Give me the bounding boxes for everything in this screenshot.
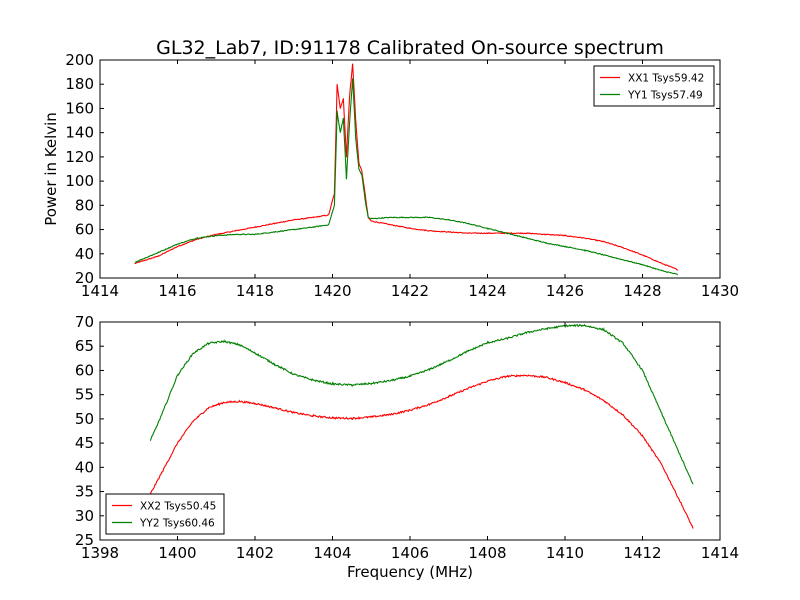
y-axis-label: Power in Kelvin — [42, 112, 60, 226]
x-tick-label: 1400 — [158, 544, 196, 562]
x-tick-label: 1422 — [391, 282, 429, 300]
x-tick-label: 1412 — [623, 544, 661, 562]
y-tick-label: 40 — [75, 245, 94, 263]
x-tick-label: 1404 — [313, 544, 351, 562]
legend-box — [593, 65, 715, 107]
y-tick-label: 80 — [75, 196, 94, 214]
y-tick-label: 50 — [75, 410, 94, 428]
y-tick-label: 200 — [65, 51, 94, 69]
y-tick-label: 180 — [65, 75, 94, 93]
y-tick-label: 70 — [75, 313, 94, 331]
series-line-1 — [134, 63, 678, 271]
legend-box — [105, 493, 225, 535]
bottom-plot-panel: 1398 1400 1402 1404 1406 1408 1410 1412 1414 25 30… — [75, 313, 739, 562]
legend: XX1 Tsys59.42 YY1 Tsys57.49 — [593, 65, 715, 107]
legend-label: YY2 Tsys60.46 — [139, 518, 215, 530]
x-tick-label: 1430 — [701, 282, 739, 300]
top-plot-panel: 1414 1416 1418 1420 1422 1424 1426 1428 1430 20 40… — [65, 51, 739, 300]
legend-label: XX1 Tsys59.42 — [628, 73, 704, 85]
x-tick-label: 1426 — [546, 282, 584, 300]
y-tick-label: 100 — [65, 172, 94, 190]
x-tick-label: 1410 — [546, 544, 584, 562]
y-tick-label: 60 — [75, 361, 94, 379]
x-tick-label: 1418 — [236, 282, 274, 300]
y-tick-label: 65 — [75, 337, 94, 355]
x-tick-label: 1408 — [468, 544, 506, 562]
y-tick-label: 160 — [65, 99, 94, 117]
x-tick-label: 1402 — [236, 544, 274, 562]
series-line-1 — [149, 374, 694, 529]
x-tick-label: 1420 — [313, 282, 351, 300]
y-tick-label: 55 — [75, 386, 94, 404]
y-tick-label: 25 — [75, 531, 94, 549]
y-tick-label: 20 — [75, 269, 94, 287]
y-tick-label: 40 — [75, 458, 94, 476]
legend-label: YY1 Tsys57.49 — [627, 90, 703, 102]
legend-label: XX2 Tsys50.45 — [140, 501, 216, 513]
x-tick-label: 1424 — [468, 282, 506, 300]
series-line-2 — [149, 323, 694, 485]
x-tick-label: 1398 — [81, 544, 119, 562]
chart-title: GL32_Lab7, ID:91178 Calibrated On-source… — [156, 37, 664, 59]
y-tick-label: 140 — [65, 124, 94, 142]
y-tick-label: 45 — [75, 434, 94, 452]
x-tick-label: 1416 — [158, 282, 196, 300]
y-tick-label: 60 — [75, 221, 94, 239]
x-tick-label: 1414 — [701, 544, 739, 562]
y-tick-label: 30 — [75, 507, 94, 525]
x-axis-label: Frequency (MHz) — [347, 563, 473, 581]
series-line-2 — [134, 78, 678, 276]
x-tick-label: 1406 — [391, 544, 429, 562]
x-tick-label: 1414 — [81, 282, 119, 300]
y-tick-label: 35 — [75, 483, 94, 501]
x-tick-label: 1428 — [623, 282, 661, 300]
legend: XX2 Tsys50.45 YY2 Tsys60.46 — [105, 493, 225, 535]
y-tick-label: 120 — [65, 148, 94, 166]
